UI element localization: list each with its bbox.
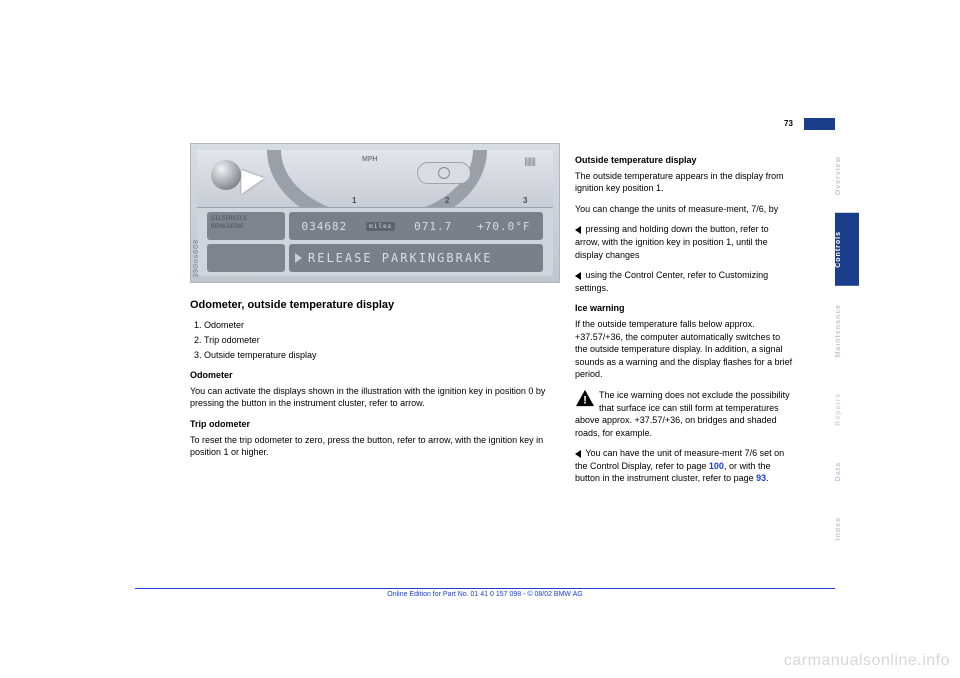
lcd-service-panel: OILSERVICE REMAINING [207,212,285,240]
section-title: Odometer, outside temperature display [190,298,560,313]
watermark: carmanualsonline.info [784,652,950,670]
tab-overview[interactable]: Overview [835,138,859,213]
lcd-service-line2: REMAINING [211,223,281,231]
gauge-label: MPH [362,156,378,163]
page-ref-100[interactable]: 100 [709,461,724,471]
warning-triangle-icon: ! [575,389,595,407]
ref-paragraph: You can have the unit of measure-ment 7/… [575,447,795,485]
page-number: 73 [773,118,804,130]
lcd-message-panel: RELEASE PARKINGBRAKE [289,244,543,272]
ice-warning-text: If the outside temperature falls below a… [575,318,795,381]
tab-index[interactable]: Index [835,499,859,558]
lcd-unit: miles [366,222,395,231]
bullet-marker-icon [575,272,581,280]
marker-1: 1 [352,196,356,205]
figure-inner: MPH |||||||| 1 2 3 OILSERVICE REMAINING … [197,150,553,276]
lcd-trip: 071.7 [408,220,458,233]
bullet-marker-icon [575,450,581,458]
bullet-marker-icon [575,226,581,234]
lcd-temp: +70.0°F [471,220,536,233]
page-ref-93[interactable]: 93 [756,473,766,483]
page-number-bar: 73 [773,118,835,130]
list-item: Odometer [204,319,560,332]
lcd-top-row: OILSERVICE REMAINING 034682 miles 071.7 … [207,212,543,240]
lcd-odometer: 034682 [295,220,353,233]
svg-text:!: ! [583,395,587,407]
tab-repairs[interactable]: Repairs [835,375,859,444]
badge-icon [438,167,450,179]
tab-controls[interactable]: Controls [835,213,859,286]
lcd-message: RELEASE PARKINGBRAKE [308,251,493,265]
outside-temp-p1: The outside temperature appears in the d… [575,170,795,195]
tab-data[interactable]: Data [835,444,859,499]
outside-temp-p2: You can change the units of measure-ment… [575,203,795,216]
caution-block: ! The ice warning does not exclude the p… [575,389,795,439]
ice-warning-heading: Ice warning [575,302,795,315]
page-number-accent [804,118,835,130]
lcd-bottom-row: RELEASE PARKINGBRAKE [207,244,543,272]
list-item: Trip odometer [204,334,560,347]
caution-text: The ice warning does not exclude the pos… [575,390,790,438]
lcd-service-line1: OILSERVICE [211,215,281,223]
bullet-1-text: pressing and holding down the button, re… [575,224,769,259]
lcd-main-panel: 034682 miles 071.7 +70.0°F [289,212,543,240]
figure-code: 390us608 [193,239,200,278]
bullet-2-text: using the Control Center, refer to Custo… [575,270,768,293]
left-column: Odometer, outside temperature display Od… [190,298,560,467]
trip-heading: Trip odometer [190,418,560,431]
lcd-bottom-left [207,244,285,272]
triangle-marker-icon [295,253,302,263]
tab-maintenance[interactable]: Maintenance [835,286,859,375]
dashboard-figure: MPH |||||||| 1 2 3 OILSERVICE REMAINING … [190,143,560,283]
dash-top: MPH |||||||| 1 2 3 [197,150,553,208]
numbered-list: Odometer Trip odometer Outside temperatu… [190,319,560,361]
trip-text: To reset the trip odometer to zero, pres… [190,434,560,459]
outside-temp-heading: Outside temperature display [575,154,795,167]
list-item: Outside temperature display [204,349,560,362]
footer: Online Edition for Part No. 01 41 0 157 … [135,588,835,598]
bullet-1: pressing and holding down the button, re… [575,223,795,261]
right-column: Outside temperature display The outside … [575,146,795,493]
manual-page: 73 Overview Controls Maintenance Repairs… [135,118,835,628]
marker-3: 3 [523,196,527,205]
marker-2: 2 [445,196,449,205]
bullet-2: using the Control Center, refer to Custo… [575,269,795,294]
ref-c: . [766,473,769,483]
odometer-heading: Odometer [190,369,560,382]
side-tabs: Overview Controls Maintenance Repairs Da… [835,138,859,559]
center-badge [417,162,471,184]
gauge-ticks: |||||||| [524,156,535,166]
odometer-text: You can activate the displays shown in t… [190,385,560,410]
